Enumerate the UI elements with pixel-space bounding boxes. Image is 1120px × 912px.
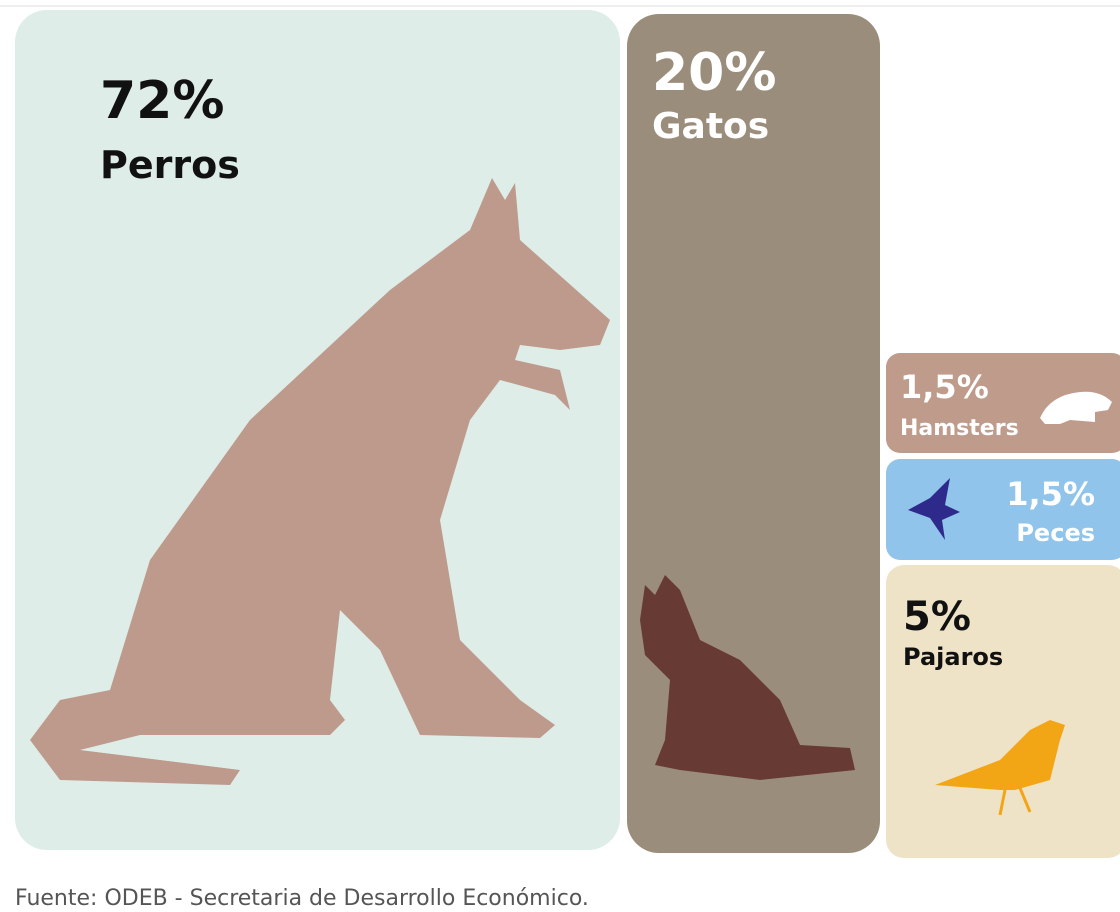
hamster-icon	[1040, 391, 1112, 424]
perros-value: 72%	[100, 71, 224, 131]
pajaros-label: Pajaros	[903, 643, 1003, 671]
gatos-label: Gatos	[652, 106, 769, 147]
perros-label: Perros	[100, 143, 240, 187]
hamsters-label: Hamsters	[900, 416, 1019, 441]
hamsters-tile	[886, 353, 1120, 453]
cat-icon	[640, 575, 855, 780]
peces-label: Peces	[1016, 519, 1095, 547]
gatos-value: 20%	[652, 43, 776, 103]
bird-legs	[998, 787, 1032, 816]
bird-icon	[935, 720, 1065, 790]
source-note: Fuente: ODEB - Secretaria de Desarrollo …	[15, 886, 589, 911]
fish-icon	[908, 478, 960, 540]
hamsters-value: 1,5%	[900, 368, 989, 406]
peces-value: 1,5%	[1006, 475, 1095, 513]
dog-icon	[30, 178, 610, 785]
pajaros-value: 5%	[903, 594, 971, 640]
